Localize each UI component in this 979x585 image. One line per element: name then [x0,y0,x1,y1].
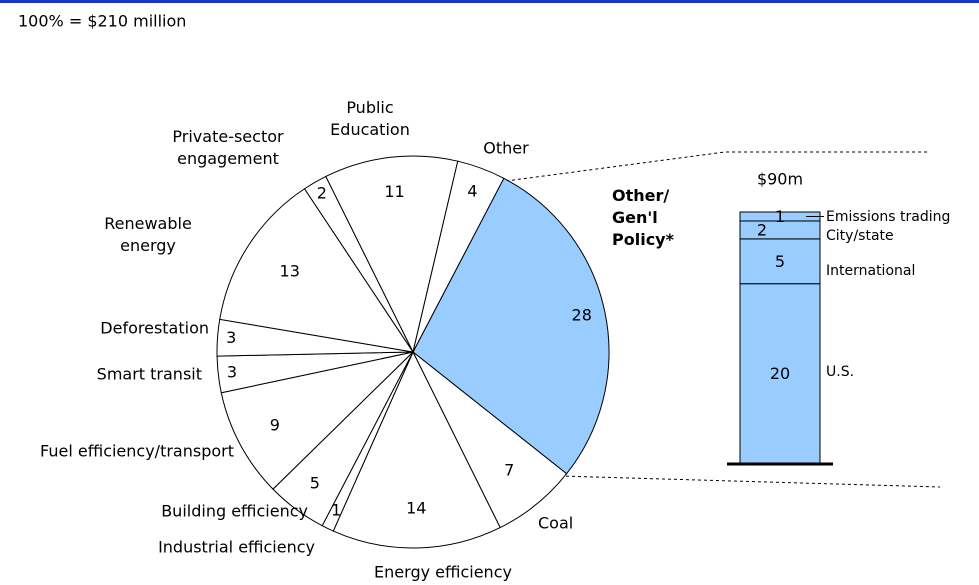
value-label: 11 [384,182,404,201]
value-label: 5 [310,474,320,493]
value-label: 3 [227,362,237,381]
category-label: Building efficiency [161,502,308,521]
segment-label: Emissions trading [826,209,950,225]
value-label: 13 [280,261,300,280]
category-label: Fuel efficiency/transport [40,442,234,461]
category-label: Energy efficiency [374,563,512,582]
category-label: Private-sector engagement [172,127,284,168]
category-label: Smart transit [97,365,202,384]
category-label: Other/Gen'l Policy* [612,186,675,249]
segment-label: City/state [826,228,894,244]
category-label: Coal [538,514,573,533]
value-label: 2 [757,220,767,239]
category-label: Other [483,139,529,158]
category-label: Public Education [330,98,410,139]
segment-label: U.S. [826,364,854,380]
value-label: 1 [331,500,341,519]
pie-slice [332,350,501,549]
value-label: 5 [775,252,785,271]
value-label: 2 [317,184,327,203]
pie-slice [219,188,415,353]
bar-segment [739,283,821,464]
value-label: 28 [572,306,592,325]
pie-slice [325,155,459,354]
pie-slice [220,351,415,490]
pie-slice [412,160,505,353]
segment-label: International [826,263,915,279]
value-label: 14 [406,498,426,517]
top-rule [0,0,979,3]
value-label: 9 [270,416,280,435]
category-label: Deforestation [100,319,209,338]
subtitle: 100% = $210 million [18,12,186,31]
category-label: Renewable energy [104,214,192,255]
value-label: 7 [504,460,514,479]
category-label: Industrial efficiency [158,538,315,557]
bar-segment [739,238,821,285]
value-label: 4 [467,182,477,201]
connector [505,151,930,182]
pie-slice [412,177,610,475]
breakout-title: $90m [757,170,803,189]
connector [559,475,941,488]
value-label: 1 [775,207,785,226]
value-label: 20 [770,364,790,383]
value-label: 3 [226,328,236,347]
